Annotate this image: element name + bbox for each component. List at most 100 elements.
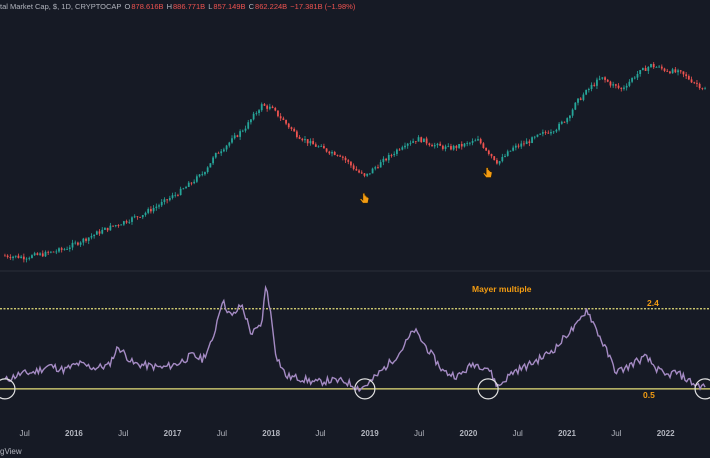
candle-body (450, 146, 452, 150)
candle-body (152, 207, 155, 212)
candle-body (663, 68, 666, 71)
candle-body (704, 88, 706, 90)
candle-body (406, 143, 409, 146)
candle-body (117, 225, 120, 226)
candle-body (301, 138, 304, 141)
candle-body (677, 70, 679, 73)
candle-body (212, 157, 214, 164)
candle-body (539, 133, 542, 135)
candle-body (468, 142, 471, 144)
candle-body (201, 174, 204, 176)
candle-body (323, 146, 325, 149)
candle-body (490, 153, 493, 157)
candle-body (17, 255, 20, 258)
candle-body (474, 140, 477, 142)
candle-body (255, 113, 258, 114)
x-tick-label: Jul (611, 429, 621, 438)
candle-body (558, 123, 560, 130)
candle-body (350, 161, 352, 166)
candle-body (217, 152, 220, 154)
candle-body (641, 68, 644, 71)
candle-body (147, 209, 150, 213)
candle-body (74, 242, 77, 244)
candle-body (358, 170, 360, 173)
candle-body (417, 137, 420, 142)
candle-body (136, 216, 139, 218)
candle-body (39, 253, 41, 255)
candle-body (122, 221, 125, 225)
candle-body (239, 131, 242, 137)
candle-body (560, 121, 563, 124)
candle-body (493, 156, 496, 161)
candle-body (660, 66, 663, 69)
candle-body (150, 209, 152, 212)
candle-body (520, 143, 523, 147)
candle-body (112, 225, 114, 227)
candle-body (628, 81, 631, 86)
candle-body (550, 132, 552, 134)
candle-body (6, 255, 9, 258)
candle-body (49, 251, 52, 253)
candle-body (287, 123, 290, 128)
candle-body (452, 145, 455, 150)
candle-body (444, 146, 447, 149)
candle-body (498, 161, 501, 164)
candle-body (141, 215, 144, 218)
x-tick-label: 2018 (262, 429, 280, 438)
candle-body (36, 253, 39, 255)
candle-body (463, 143, 466, 147)
symbol-label: tal Market Cap, $, 1D, CRYPTOCAP (0, 2, 122, 11)
candle-body (33, 253, 36, 256)
candle-body (544, 132, 547, 133)
candle-body (679, 70, 682, 72)
candle-body (512, 147, 515, 151)
candle-body (279, 116, 282, 119)
candle-body (79, 242, 82, 245)
candle-body (541, 132, 544, 134)
candle-body (133, 216, 136, 218)
candle-body (325, 148, 328, 152)
candle-body (509, 150, 512, 152)
candle-body (374, 167, 377, 169)
candle-body (304, 139, 306, 141)
candle-body (131, 217, 133, 222)
open-label: O (124, 2, 131, 11)
candle-body (582, 94, 585, 100)
candle-body (4, 255, 6, 257)
candle-body (404, 145, 406, 148)
low-label: L (208, 2, 213, 11)
candle-body (687, 76, 690, 80)
candle-body (409, 142, 412, 144)
candle-body (587, 89, 590, 90)
time-axis: Jul 2016 Jul 2017 Jul 2018 Jul 2019 Jul 2020 Jul 20… (20, 429, 676, 438)
candle-body (185, 186, 187, 189)
candle-body (25, 258, 28, 260)
candle-body (231, 138, 233, 143)
x-tick-label: Jul (513, 429, 523, 438)
candle-body (195, 176, 198, 182)
candle-body (128, 221, 131, 223)
candle-body (433, 145, 436, 147)
x-tick-label: 2022 (657, 429, 675, 438)
candle-body (606, 79, 609, 82)
candle-body (609, 81, 612, 86)
candle-body (58, 248, 60, 252)
candle-body (671, 69, 674, 74)
candle-body (66, 248, 69, 250)
x-tick-label: Jul (217, 429, 227, 438)
candle-body (298, 137, 301, 139)
candle-body (674, 69, 677, 73)
candle-body (52, 251, 55, 253)
x-tick-label: 2019 (361, 429, 379, 438)
candle-body (260, 104, 263, 111)
candle-body (168, 197, 171, 201)
candle-body (698, 83, 701, 89)
candle-body (655, 67, 658, 68)
threshold-label-0-5: 0.5 (643, 390, 655, 400)
candle-body (650, 64, 652, 67)
candle-body (87, 237, 90, 241)
candle-body (371, 168, 374, 174)
candle-body (155, 206, 158, 208)
candle-body (571, 109, 574, 116)
